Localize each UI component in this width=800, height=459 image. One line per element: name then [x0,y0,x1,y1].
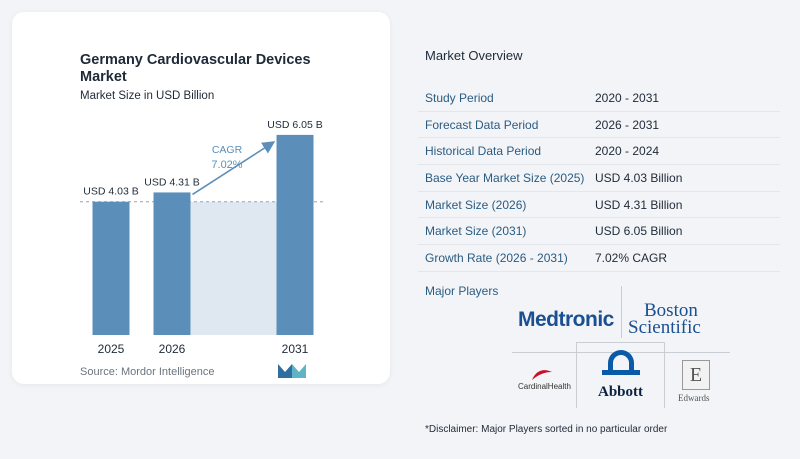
divider [576,342,577,408]
chart-subtitle: Market Size in USD Billion [80,90,215,102]
edwards-logo: E Edwards [672,360,722,406]
cagr-label: CAGR [212,144,243,156]
bar-2025 [92,201,130,335]
overview-value: 2026 - 2031 [595,117,660,132]
cardinal-health-icon [532,370,552,380]
chart-title: Germany Cardiovascular Devices Market [80,52,311,85]
abbott-logo: Abbott [578,344,662,406]
overview-row: Market Size (2026) USD 4.31 Billion [418,192,780,219]
overview-value: 2020 - 2031 [595,91,660,105]
x-tick-label: 2026 [159,342,186,356]
cagr-value: 7.02% [211,159,242,171]
overview-key: Study Period [425,91,494,105]
bar-value-label: USD 4.03 B [83,186,138,198]
bar-2031 [276,134,314,335]
overview-key: Market Size (2026) [425,197,527,212]
overview-key: Historical Data Period [425,144,542,159]
abbott-icon [608,350,634,374]
mordor-logo-icon [278,364,306,378]
overview-row: Historical Data Period 2020 - 2024 [418,138,780,166]
overview-key: Base Year Market Size (2025) [425,171,585,186]
cardinal-health-logo: CardinalHealth [518,368,574,398]
market-overview-table: Study Period 2020 - 2031 Forecast Data Per… [418,85,780,272]
overview-value: USD 4.31 Billion [595,197,683,212]
medtronic-logo: Medtronic [518,308,614,331]
x-tick-label: 2025 [98,342,125,356]
overview-row: Market Size (2031) USD 6.05 Billion [418,218,780,246]
overview-value: 7.02% CAGR [595,251,668,266]
edwards-icon: E [682,360,710,390]
source-note: Source: Mordor Intelligence [80,366,215,378]
overview-value: USD 4.03 Billion [595,171,683,186]
major-players-title: Major Players [425,284,499,298]
x-tick-label: 2031 [282,342,309,356]
divider [664,342,665,408]
overview-key: Market Size (2031) [425,224,527,239]
overview-row: Study Period 2020 - 2031 [418,85,780,112]
overview-key: Growth Rate (2026 - 2031) [425,251,568,266]
overview-value: USD 6.05 Billion [595,224,683,239]
cagr-arrow [192,141,276,196]
overview-key: Forecast Data Period [425,117,539,132]
overview-row: Forecast Data Period 2026 - 2031 [418,112,780,139]
growth-band [190,201,277,335]
market-size-chart: USD 4.03 B 2025 USD 4.31 B 2026 USD 6.05 B 20… [80,119,326,356]
major-players-grid: Medtronic Boston Scientific CardinalHeal… [512,286,732,408]
overview-row: Base Year Market Size (2025) USD 4.03 Bil… [418,165,780,192]
market-overview-title: Market Overview [425,48,523,63]
bar-value-label: USD 4.31 B [144,176,199,188]
bar-2026 [153,192,191,335]
divider [576,342,665,343]
divider [621,286,622,338]
overview-row: Growth Rate (2026 - 2031) 7.02% CAGR [418,245,780,272]
boston-scientific-logo: Boston Scientific [628,300,701,338]
overview-value: 2020 - 2024 [595,144,660,159]
disclaimer: *Disclaimer: Major Players sorted in no … [425,424,668,435]
bar-value-label: USD 6.05 B [267,119,322,131]
